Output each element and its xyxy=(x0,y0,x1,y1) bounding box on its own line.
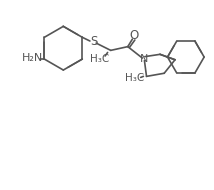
Text: H₃C: H₃C xyxy=(125,74,145,83)
Text: H₃C: H₃C xyxy=(90,54,110,64)
Text: N: N xyxy=(140,54,148,64)
Text: H₂N: H₂N xyxy=(22,53,44,63)
Text: O: O xyxy=(130,29,139,42)
Text: S: S xyxy=(90,35,97,48)
